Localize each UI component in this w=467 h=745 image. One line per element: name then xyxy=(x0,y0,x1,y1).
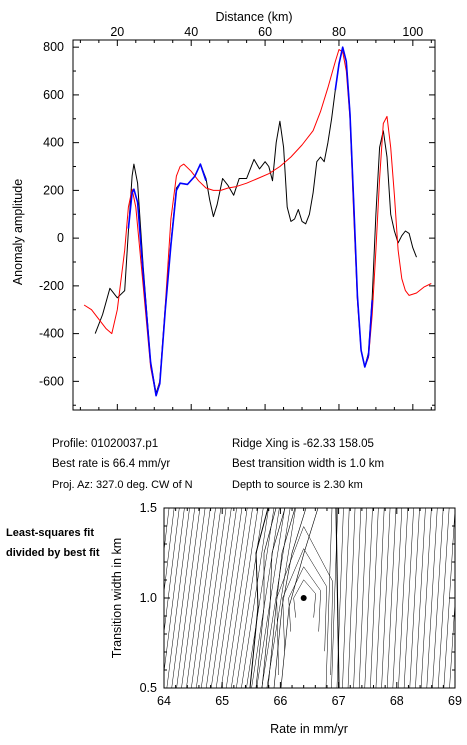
contour-line xyxy=(288,566,321,632)
contour-line xyxy=(261,508,286,688)
contour-line xyxy=(276,525,333,676)
bottom-y-tick-label: 0.5 xyxy=(140,681,157,695)
best-fit-marker xyxy=(300,595,307,601)
contour-line xyxy=(241,508,269,688)
contour-line xyxy=(403,508,414,688)
top-x-tick-label: 100 xyxy=(402,25,423,39)
contour-line xyxy=(381,508,391,688)
top-y-tick-label: 600 xyxy=(43,88,64,102)
contour-line xyxy=(267,508,296,688)
bottom-x-axis-title: Rate in mm/yr xyxy=(270,722,348,736)
bottom-x-tick-label: 64 xyxy=(157,694,171,708)
contour-line xyxy=(358,508,367,688)
contour-line xyxy=(186,508,211,688)
contour-line xyxy=(398,508,408,688)
top-y-tick-label: 200 xyxy=(43,183,64,197)
bottom-x-tick-label: 65 xyxy=(215,694,229,708)
contour-line xyxy=(335,508,340,688)
contour-line xyxy=(325,508,333,688)
contour-line xyxy=(181,508,206,688)
top-y-tick-label: 800 xyxy=(43,40,64,54)
top-x-tick-label: 20 xyxy=(110,25,124,39)
contour-line xyxy=(164,508,185,675)
top-y-axis-title: Anomaly amplitude xyxy=(11,179,25,285)
contour-line xyxy=(409,508,420,688)
top-x-tick-label: 60 xyxy=(258,25,272,39)
bottom-y-axis-title: Transition width in km xyxy=(110,538,124,658)
model-anomaly-line xyxy=(83,49,432,397)
contour-line xyxy=(449,598,455,688)
contour-line xyxy=(347,508,356,688)
top-y-tick-label: 0 xyxy=(57,231,64,245)
ridge-crossing-label: Ridge Xing is -62.33 158.05 xyxy=(232,438,374,450)
top-y-tick-label: -400 xyxy=(39,327,64,341)
contour-line xyxy=(220,508,248,688)
best-width-label: Best transition width is 1.0 km xyxy=(232,458,385,470)
bottom-x-tick-label: 67 xyxy=(332,694,346,708)
contour-line xyxy=(392,508,403,688)
contour-line xyxy=(201,508,227,688)
contour-line xyxy=(171,508,195,688)
anomaly-profile-chart: Distance (km) Anomaly amplitude 20 40 60 80… xyxy=(11,10,436,411)
contour-line xyxy=(261,508,291,688)
top-y-tick-label: -200 xyxy=(39,279,64,293)
bottom-y-tick-label: 1.5 xyxy=(140,501,157,515)
contour-line xyxy=(246,508,275,688)
bottom-y-tick-label: 1.0 xyxy=(140,591,157,605)
contour-line xyxy=(364,508,373,688)
contour-line xyxy=(415,508,426,688)
contour-line xyxy=(231,508,259,688)
contour-line xyxy=(432,508,444,688)
contour-line xyxy=(210,508,237,688)
contour-line xyxy=(215,508,243,688)
contour-line xyxy=(455,508,467,688)
contour-line xyxy=(426,508,438,688)
contour-line xyxy=(282,548,327,652)
contour-line xyxy=(353,508,362,688)
contour-line xyxy=(375,508,385,688)
contour-line xyxy=(196,508,222,688)
observed-profile-line xyxy=(94,46,417,394)
top-x-tick-label: 80 xyxy=(332,25,346,39)
top-y-tick-label: 400 xyxy=(43,136,64,150)
contour-line xyxy=(461,508,467,688)
contour-line xyxy=(386,508,397,688)
model-fit-segment-line xyxy=(127,46,373,397)
contour-line xyxy=(251,508,280,688)
contour-line xyxy=(166,508,190,688)
top-x-axis-title: Distance (km) xyxy=(215,10,292,24)
contour-line xyxy=(420,508,432,688)
profile-label: Profile: 01020037.p1 xyxy=(52,438,159,450)
top-x-tick-label: 40 xyxy=(184,25,198,39)
bottom-x-tick-label: 66 xyxy=(273,694,287,708)
contour-line xyxy=(266,508,296,688)
contour-line xyxy=(256,508,285,688)
contour-caption: Least-squares fit divided by best fit xyxy=(6,527,100,559)
contour-line xyxy=(226,508,253,688)
contour-line xyxy=(255,508,277,688)
contour-line xyxy=(191,508,216,688)
contour-line xyxy=(342,508,350,688)
projection-azimuth-label: Proj. Az: 327.0 deg. CW of N xyxy=(52,479,193,491)
contour-line xyxy=(280,508,319,688)
contour-line xyxy=(164,508,175,594)
bottom-x-tick-label: 69 xyxy=(448,694,462,708)
contour-line xyxy=(437,508,450,688)
best-rate-label: Best rate is 66.4 mm/yr xyxy=(52,458,171,470)
top-plot-frame xyxy=(72,39,436,411)
bottom-x-tick-label: 68 xyxy=(390,694,404,708)
misfit-contour-chart: Rate in mm/yr Transition width in km 64 6… xyxy=(110,501,467,736)
top-y-tick-label: -600 xyxy=(39,374,64,388)
contour-line xyxy=(164,508,170,553)
contour-line xyxy=(249,508,269,688)
depth-label: Depth to source is 2.30 km xyxy=(232,479,363,491)
contour-line xyxy=(176,508,201,688)
contour-line xyxy=(205,508,232,688)
contour-line xyxy=(293,579,316,618)
contour-line xyxy=(236,508,264,688)
contour-line xyxy=(370,508,379,688)
